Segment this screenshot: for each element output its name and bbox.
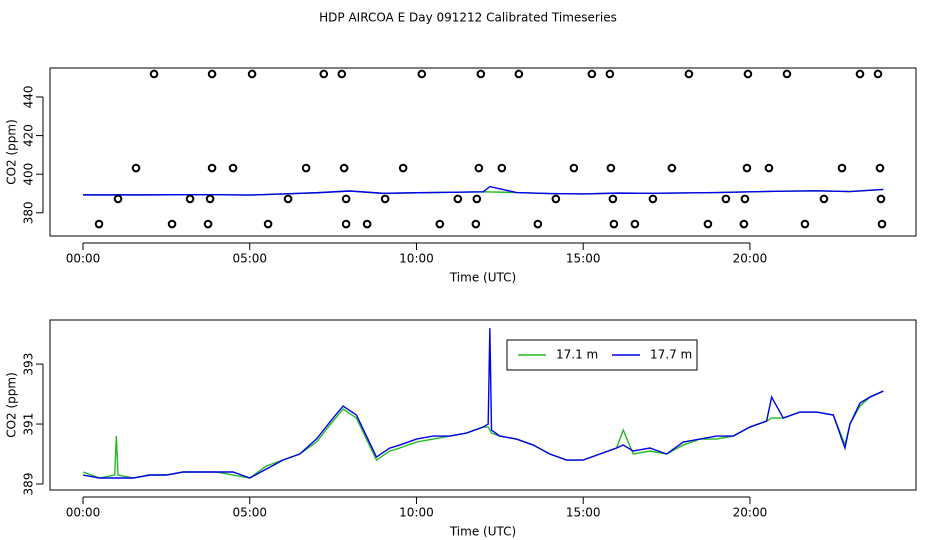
calibration-point xyxy=(606,163,616,173)
plot-frame xyxy=(49,319,917,491)
x-tick-label: 05:00 xyxy=(232,252,267,266)
y-tick-label: 389 xyxy=(22,473,36,496)
calibration-point xyxy=(203,219,213,229)
calibration-point xyxy=(855,69,865,79)
x-axis-label: Time (UTC) xyxy=(449,525,516,539)
y-tick-label: 393 xyxy=(22,353,36,376)
calibration-point xyxy=(721,194,731,204)
calibration-point xyxy=(873,69,883,79)
figure-title: HDP AIRCOA E Day 091212 Calibrated Times… xyxy=(319,11,617,25)
calibration-point xyxy=(605,69,615,79)
calibration-point xyxy=(587,69,597,79)
calibration-point xyxy=(743,69,753,79)
calibration-point xyxy=(497,163,507,173)
x-tick-label: 10:00 xyxy=(399,252,434,266)
calibration-point xyxy=(207,69,217,79)
calibration-point xyxy=(435,219,445,229)
calibration-point xyxy=(764,163,774,173)
plot-frame xyxy=(49,67,917,237)
calibration-point xyxy=(149,69,159,79)
calibration-point xyxy=(131,163,141,173)
x-tick-label: 00:00 xyxy=(66,252,101,266)
calibration-point xyxy=(648,194,658,204)
calibration-point xyxy=(609,219,619,229)
calibration-point xyxy=(474,163,484,173)
legend-label: 17.7 m xyxy=(650,348,692,362)
series-line xyxy=(83,185,884,196)
calibration-point xyxy=(453,194,463,204)
x-tick-label: 10:00 xyxy=(399,506,434,520)
calibration-point xyxy=(380,194,390,204)
calibration-point xyxy=(207,163,217,173)
calibration-point xyxy=(472,194,482,204)
y-tick-label: 440 xyxy=(22,86,36,109)
calibration-point xyxy=(94,219,104,229)
calibration-point xyxy=(228,163,238,173)
calibration-point xyxy=(742,163,752,173)
calibration-point xyxy=(514,69,524,79)
calibration-point xyxy=(398,163,408,173)
series-line xyxy=(82,328,884,479)
calibration-point xyxy=(339,163,349,173)
x-tick-label: 20:00 xyxy=(733,506,768,520)
calibration-point xyxy=(837,163,847,173)
calibration-point xyxy=(417,69,427,79)
calibration-point xyxy=(819,194,829,204)
y-axis-label: CO2 (ppm) xyxy=(5,119,19,185)
calibration-point xyxy=(608,194,618,204)
calibration-point xyxy=(800,219,810,229)
calibration-point xyxy=(551,194,561,204)
calibration-point xyxy=(471,219,481,229)
y-tick-label: 380 xyxy=(22,201,36,224)
y-tick-label: 420 xyxy=(22,124,36,147)
calibration-point xyxy=(185,194,195,204)
calibration-point xyxy=(341,194,351,204)
calibration-point xyxy=(569,163,579,173)
calibration-point xyxy=(283,194,293,204)
legend-label: 17.1 m xyxy=(556,348,598,362)
calibration-point xyxy=(875,163,885,173)
calibration-point xyxy=(703,219,713,229)
calibration-point xyxy=(167,219,177,229)
calibration-point xyxy=(876,194,886,204)
y-tick-label: 400 xyxy=(22,163,36,186)
calibration-point xyxy=(337,69,347,79)
y-axis-label: CO2 (ppm) xyxy=(5,372,19,438)
calibration-point xyxy=(630,219,640,229)
calibration-point xyxy=(740,194,750,204)
x-tick-label: 20:00 xyxy=(733,252,768,266)
series-line xyxy=(82,390,884,479)
calibration-point xyxy=(476,69,486,79)
x-tick-label: 00:00 xyxy=(66,506,101,520)
x-axis-label: Time (UTC) xyxy=(449,271,516,285)
calibration-point xyxy=(533,219,543,229)
calibration-point xyxy=(341,219,351,229)
calibration-point xyxy=(247,69,257,79)
y-tick-label: 391 xyxy=(22,413,36,436)
x-tick-label: 15:00 xyxy=(566,252,601,266)
calibration-point xyxy=(113,194,123,204)
calibration-point xyxy=(205,194,215,204)
calibration-point xyxy=(301,163,311,173)
calibration-point xyxy=(263,219,273,229)
calibration-point xyxy=(362,219,372,229)
calibration-point xyxy=(739,219,749,229)
calibration-point xyxy=(684,69,694,79)
calibration-point xyxy=(782,69,792,79)
calibration-point xyxy=(667,163,677,173)
calibration-point xyxy=(319,69,329,79)
calibration-point xyxy=(877,219,887,229)
x-tick-label: 15:00 xyxy=(566,506,601,520)
x-tick-label: 05:00 xyxy=(232,506,267,520)
